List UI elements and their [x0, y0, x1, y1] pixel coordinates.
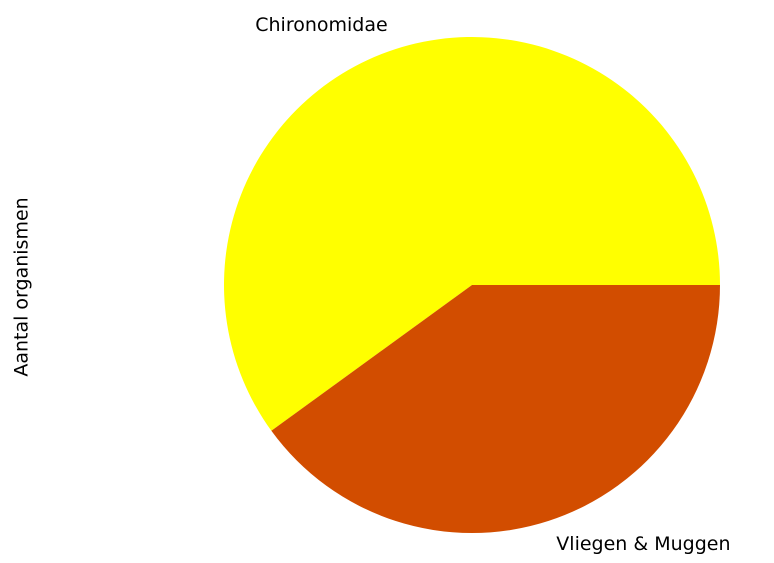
y-axis-label: Aantal organismen	[11, 197, 33, 376]
pie-slice	[271, 285, 720, 533]
slice-label: Chironomidae	[255, 14, 387, 36]
pie-slice	[223, 36, 720, 431]
slice-label: Vliegen & Muggen	[556, 533, 730, 555]
